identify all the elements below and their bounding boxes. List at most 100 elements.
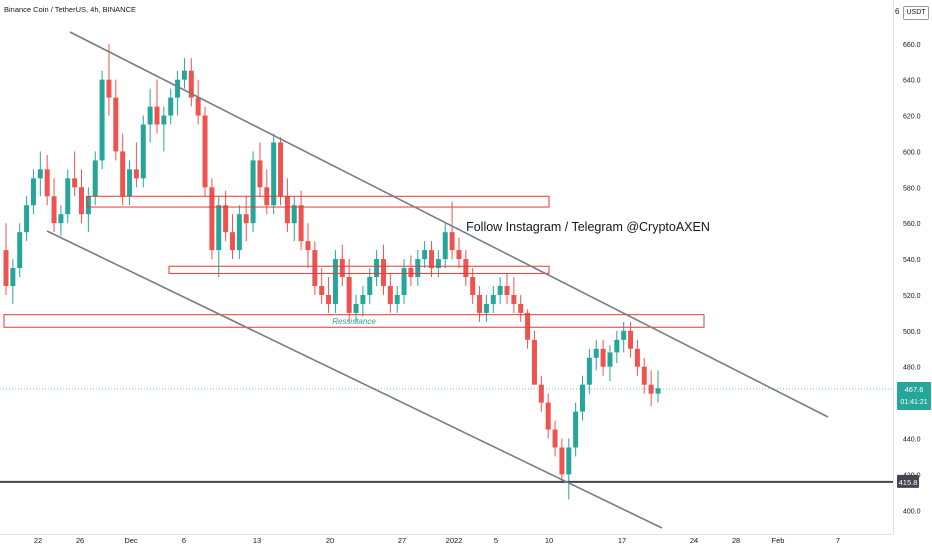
- candle-body: [456, 250, 462, 260]
- candle-body: [374, 259, 380, 278]
- candle-body: [525, 312, 531, 340]
- candle-body: [463, 259, 469, 278]
- candle-body: [106, 79, 112, 98]
- candle-body: [326, 294, 332, 304]
- candle-body: [271, 142, 277, 206]
- candle-body: [284, 196, 290, 224]
- candle-body: [250, 160, 256, 224]
- zone-group: Ressistance: [0, 195, 893, 483]
- level-value: 415.8: [899, 478, 918, 487]
- candle-body: [99, 79, 105, 161]
- x-tick-label: 27: [398, 536, 406, 545]
- x-tick-label: 5: [494, 536, 498, 545]
- zone-label: Ressistance: [332, 317, 376, 326]
- y-tick-label: 500.0: [903, 329, 921, 336]
- candle-body: [161, 115, 167, 125]
- candle-body: [408, 268, 414, 278]
- candle-body: [504, 285, 510, 295]
- candle-body: [353, 303, 359, 313]
- x-axis: 22 26 Dec 6 13 20 27 2022 5 10 17 24 28 Feb 7: [34, 536, 840, 545]
- last-price-value: 467.6: [905, 385, 924, 394]
- x-tick-label: 17: [618, 536, 626, 545]
- candle-body: [305, 241, 311, 251]
- candle-body: [140, 124, 146, 179]
- candle-body: [490, 294, 496, 304]
- price-labels: 467.6 01:41:21 415.8: [897, 381, 931, 488]
- y-axis: 400.0420.0440.0460.0480.0500.0520.0540.0…: [903, 42, 921, 515]
- candle-body: [58, 214, 64, 224]
- candle-body: [188, 70, 194, 98]
- candle-body: [72, 178, 78, 188]
- y-tick-label: 640.0: [903, 78, 921, 85]
- candle-body: [621, 330, 627, 340]
- candle-body: [30, 178, 36, 206]
- candle-body: [483, 303, 489, 313]
- candle-body: [10, 268, 16, 286]
- candle-body: [92, 160, 98, 197]
- candle-body: [394, 294, 400, 304]
- y-tick-label: 540.0: [903, 257, 921, 264]
- resistance-zone: [86, 195, 550, 208]
- candle-body: [298, 205, 304, 242]
- candle-body: [586, 357, 592, 385]
- candle-body: [85, 196, 91, 215]
- candle-body: [401, 268, 407, 295]
- candle-body: [127, 169, 133, 197]
- candle-body: [195, 97, 201, 116]
- candle-body: [442, 232, 448, 260]
- x-tick-label: 28: [732, 536, 740, 545]
- x-tick-label: 6: [182, 536, 186, 545]
- candle-body: [380, 259, 386, 286]
- currency-badge[interactable]: USDT: [903, 6, 929, 20]
- y-tick-label: 560.0: [903, 221, 921, 228]
- candle-group: [0, 43, 893, 500]
- y-tick-label: 480.0: [903, 365, 921, 372]
- candle-body: [236, 214, 242, 251]
- candle-body: [614, 339, 620, 353]
- x-tick-label: 26: [76, 536, 84, 545]
- candle-body: [175, 79, 181, 98]
- y-tick-label: 620.0: [903, 114, 921, 121]
- candle-body: [65, 178, 71, 215]
- candle-body: [477, 294, 483, 313]
- candle-body: [133, 169, 139, 179]
- y-tick-label: 520.0: [903, 293, 921, 300]
- last-price-badge: [897, 381, 931, 410]
- candle-body: [202, 115, 208, 188]
- candle-body: [278, 142, 284, 197]
- candle-body: [147, 106, 153, 125]
- candle-body: [209, 187, 215, 251]
- countdown-value: 01:41:21: [900, 399, 927, 406]
- y-axis-border: [893, 0, 894, 534]
- y-tick-label: 600.0: [903, 149, 921, 156]
- trendline-group: Follow Instagram / Telegram @CryptoAXEN: [46, 31, 829, 529]
- candle-body: [538, 384, 544, 403]
- candle-body: [367, 277, 373, 295]
- candle-body: [243, 214, 249, 224]
- upper-channel-line: [69, 31, 829, 418]
- x-tick-label: 24: [690, 536, 698, 545]
- candle-body: [216, 205, 222, 251]
- candle-body: [607, 352, 613, 367]
- candle-body: [518, 303, 524, 313]
- candle-body: [435, 259, 441, 269]
- candle-body: [552, 429, 558, 448]
- chart-title: Binance Coin / TetherUS, 4h, BINANCE: [4, 5, 137, 14]
- candle-body: [257, 160, 263, 188]
- candle-body: [78, 187, 84, 215]
- resistance-zone: [3, 314, 705, 328]
- y-tick-label: 580.0: [903, 185, 921, 192]
- x-tick-label: Dec: [124, 536, 138, 545]
- candle-body: [511, 294, 517, 304]
- x-tick-label: 22: [34, 536, 42, 545]
- candle-body: [600, 348, 606, 367]
- candle-body: [497, 285, 503, 295]
- candle-body: [154, 106, 160, 125]
- candle-body: [113, 97, 119, 152]
- candle-body: [319, 285, 325, 295]
- candle-body: [559, 447, 565, 475]
- level-badge: [897, 474, 919, 488]
- candle-body: [339, 259, 345, 278]
- resistance-zone: [168, 265, 550, 274]
